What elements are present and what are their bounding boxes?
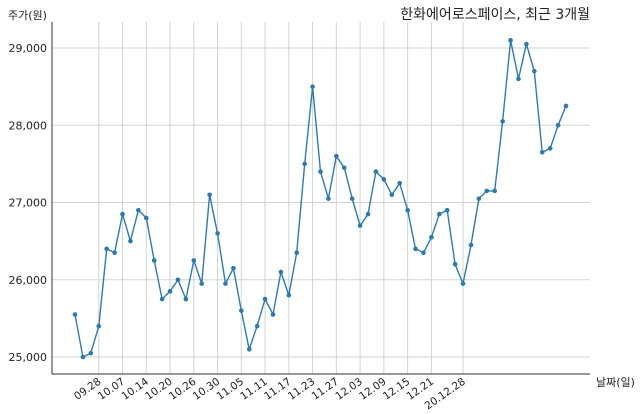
y-tick-labels: 25,000 26,000 27,000 28,000 29,000 bbox=[9, 42, 48, 364]
data-point bbox=[326, 196, 331, 201]
data-point bbox=[500, 119, 505, 124]
data-point bbox=[563, 103, 569, 109]
data-point bbox=[302, 161, 307, 167]
data-point bbox=[294, 250, 300, 256]
x-axis-label: 날짜(일) bbox=[596, 375, 635, 389]
data-point bbox=[310, 84, 315, 89]
data-point bbox=[357, 223, 363, 228]
data-point bbox=[452, 262, 458, 267]
data-points bbox=[72, 37, 569, 360]
y-axis-label: 주가(원) bbox=[8, 9, 47, 22]
data-point bbox=[429, 234, 434, 240]
data-point bbox=[365, 211, 371, 217]
data-point bbox=[460, 281, 466, 286]
axes bbox=[51, 22, 590, 375]
data-point bbox=[547, 146, 553, 151]
data-point bbox=[468, 242, 474, 248]
data-point bbox=[167, 289, 173, 294]
data-point bbox=[508, 37, 513, 43]
data-point bbox=[128, 238, 133, 244]
chart-title: 한화에어로스페이스, 최근 3개월 bbox=[400, 7, 590, 23]
data-point bbox=[191, 258, 197, 263]
data-point bbox=[120, 211, 125, 217]
data-point bbox=[389, 192, 395, 198]
data-point bbox=[175, 277, 181, 283]
data-point bbox=[231, 265, 236, 271]
data-point bbox=[341, 165, 347, 171]
y-tick-label: 25,000 bbox=[9, 351, 48, 364]
data-point bbox=[199, 281, 205, 286]
data-point bbox=[159, 296, 165, 302]
data-point bbox=[539, 149, 545, 155]
data-point bbox=[143, 215, 149, 221]
data-point bbox=[532, 68, 537, 74]
data-point bbox=[151, 258, 157, 263]
data-point bbox=[349, 196, 355, 201]
data-point bbox=[88, 350, 94, 356]
data-point bbox=[397, 180, 402, 186]
data-point bbox=[215, 231, 220, 236]
data-point bbox=[223, 281, 228, 286]
data-point bbox=[262, 296, 268, 302]
data-point bbox=[492, 188, 498, 194]
data-point bbox=[524, 41, 529, 47]
data-point bbox=[421, 250, 426, 256]
data-point bbox=[72, 312, 78, 317]
y-tick-label: 27,000 bbox=[9, 197, 48, 210]
series-line bbox=[74, 40, 567, 359]
data-point bbox=[239, 308, 244, 313]
data-point bbox=[476, 196, 482, 201]
data-point bbox=[207, 192, 212, 198]
data-point bbox=[373, 169, 379, 174]
data-point bbox=[444, 207, 450, 213]
data-point bbox=[96, 323, 102, 329]
x-tick-labels: 09.2810.0710.1410.2010.2610.3011.0511.11… bbox=[72, 375, 468, 412]
data-point bbox=[254, 323, 260, 329]
data-point bbox=[246, 346, 252, 352]
data-point bbox=[436, 211, 442, 217]
y-tick-label: 26,000 bbox=[9, 274, 48, 287]
data-point bbox=[286, 292, 292, 298]
data-point bbox=[278, 269, 284, 275]
grid-lines bbox=[52, 22, 590, 374]
data-point bbox=[555, 122, 561, 128]
data-point bbox=[270, 312, 276, 317]
y-tick-label: 28,000 bbox=[9, 119, 48, 132]
data-point bbox=[413, 246, 418, 252]
data-point bbox=[484, 188, 490, 194]
data-point bbox=[104, 246, 109, 252]
data-point bbox=[318, 169, 323, 174]
data-point bbox=[381, 177, 387, 182]
data-point bbox=[334, 153, 339, 159]
y-tick-label: 29,000 bbox=[9, 42, 48, 55]
data-point bbox=[136, 207, 141, 213]
data-point bbox=[183, 296, 189, 302]
data-point bbox=[405, 207, 410, 213]
data-point bbox=[80, 354, 86, 360]
data-point bbox=[516, 76, 521, 82]
data-point bbox=[112, 250, 117, 256]
